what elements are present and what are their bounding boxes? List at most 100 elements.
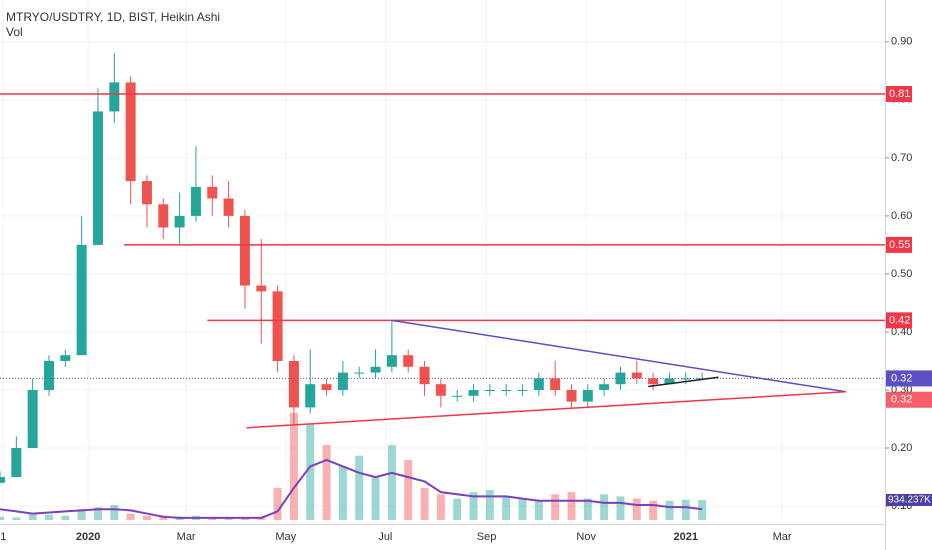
- volume-bar: [142, 515, 151, 520]
- x-tick-label: Mar: [773, 531, 792, 543]
- candle-body: [615, 372, 626, 385]
- plot: [0, 53, 885, 520]
- volume-bar: [93, 507, 102, 520]
- volume-bar: [322, 445, 331, 520]
- level-tag: [886, 236, 912, 253]
- candle-body: [468, 390, 479, 396]
- volume-bar: [681, 499, 690, 520]
- volume-bar: [698, 499, 707, 520]
- volume-bar: [404, 460, 413, 520]
- candle-body: [484, 390, 495, 391]
- volume-bar: [469, 492, 478, 520]
- volume-bar: [665, 500, 674, 520]
- candle-body: [599, 384, 610, 390]
- candle-body: [207, 186, 218, 199]
- x-tick-label: Nov: [576, 531, 596, 543]
- x-tick-label: 1: [0, 531, 6, 543]
- volume-bar: [159, 515, 168, 520]
- level-tag-label: 0.81: [889, 88, 910, 100]
- level-tag-label: 0.42: [889, 314, 910, 326]
- candle-body: [419, 366, 430, 385]
- volume-bar: [306, 423, 315, 520]
- volume-bar: [240, 517, 249, 520]
- x-tick-label: 2021: [674, 531, 698, 543]
- candle-body: [582, 390, 593, 402]
- candle-body: [190, 186, 201, 216]
- candle-body: [288, 360, 299, 408]
- volume-bar: [61, 515, 70, 520]
- volume-bar: [420, 487, 429, 520]
- candle-body: [174, 215, 185, 228]
- y-tick-label: 0.70: [891, 152, 912, 164]
- volume-bar: [502, 496, 511, 520]
- x-tick-label: Sep: [477, 531, 497, 543]
- x-tick-label: Mar: [177, 531, 196, 543]
- y-tick-label: 0.20: [891, 442, 912, 454]
- candle-body: [664, 378, 675, 385]
- candle-body: [272, 291, 283, 361]
- volume-bar: [649, 500, 658, 520]
- x-tick-label: Jul: [378, 531, 392, 543]
- y-tick-label: 0.60: [891, 210, 912, 222]
- candle-body: [435, 384, 446, 396]
- volume-bar: [273, 487, 282, 520]
- volume-bar: [632, 498, 641, 520]
- trend-line: [246, 390, 846, 429]
- grid: [0, 0, 885, 520]
- x-tick-label: 2020: [76, 531, 100, 543]
- candle-body: [125, 82, 136, 182]
- volume-bar: [224, 517, 233, 520]
- volume-bar: [453, 498, 462, 520]
- candle-body: [11, 448, 22, 478]
- candle-body: [141, 181, 152, 205]
- candle-body: [550, 378, 561, 390]
- level-tag-label: 0.55: [889, 239, 910, 251]
- axes: 0.900.800.700.600.500.400.300.200.101202…: [0, 36, 932, 543]
- volume-bar: [371, 477, 380, 520]
- candle-body: [239, 215, 250, 286]
- volume-bar: [110, 505, 119, 520]
- volume-bar: [289, 412, 298, 520]
- candle-body: [501, 390, 512, 391]
- candle-body: [386, 355, 397, 367]
- volume-bar: [567, 492, 576, 520]
- level-tag: [886, 86, 912, 103]
- volume-bar: [77, 509, 86, 520]
- volume-tag-label: 934.237K: [888, 495, 931, 506]
- candle-body: [354, 372, 365, 374]
- volume-bar: [338, 466, 347, 520]
- chart-title: MTRYO/USDTRY, 1D, BIST, Heikin Ashi: [6, 10, 220, 24]
- last-price-label: 0.32: [891, 372, 912, 384]
- volume-bar: [616, 496, 625, 520]
- candle-body: [452, 395, 463, 397]
- candle-body: [256, 285, 267, 292]
- chart-subtitle: Vol: [6, 25, 23, 39]
- trend-line: [648, 376, 719, 388]
- volume-bar: [436, 494, 445, 520]
- volume-bar: [0, 516, 4, 520]
- volume-bar: [126, 513, 135, 520]
- volume-bar: [28, 513, 37, 520]
- volume-bar: [551, 494, 560, 520]
- trend-tag-label: 0.32: [891, 394, 912, 406]
- volume-bar: [518, 498, 527, 520]
- trend-tag: [886, 391, 932, 408]
- volume-bar: [485, 490, 494, 520]
- volume-bar: [583, 498, 592, 520]
- candle-body: [0, 477, 5, 483]
- candle-body: [533, 378, 544, 390]
- volume-bar: [44, 514, 53, 520]
- candle-body: [43, 360, 54, 390]
- volume-bar: [534, 500, 543, 520]
- candle-body: [403, 355, 414, 367]
- candle-body: [60, 355, 71, 361]
- candle-body: [158, 204, 169, 228]
- x-tick-label: May: [275, 531, 296, 543]
- candle-body: [321, 384, 332, 390]
- volume-bar: [600, 494, 609, 520]
- candle-body: [76, 244, 87, 356]
- y-tick-label: 0.50: [891, 268, 912, 280]
- volume-ma: [0, 458, 703, 519]
